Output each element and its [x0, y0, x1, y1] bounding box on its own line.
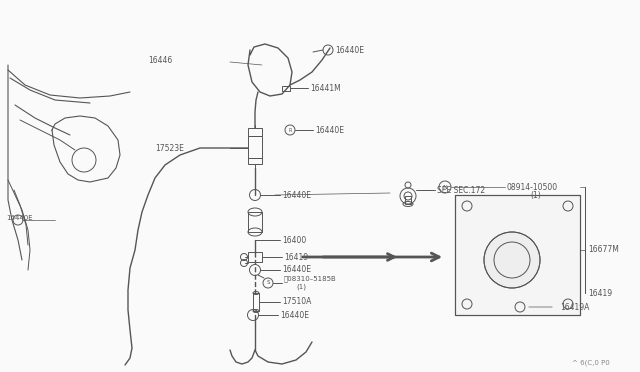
- Bar: [282, 86, 290, 91]
- Text: (1): (1): [530, 190, 541, 199]
- Text: 16419A: 16419A: [560, 302, 589, 311]
- Circle shape: [484, 232, 540, 288]
- Bar: [248, 252, 262, 262]
- Text: 16440E: 16440E: [282, 190, 311, 199]
- Text: N: N: [443, 185, 447, 189]
- Text: Ⓝ08310–5185B: Ⓝ08310–5185B: [284, 276, 337, 282]
- Bar: [455, 195, 580, 315]
- Text: 16419: 16419: [284, 253, 308, 262]
- Bar: [253, 293, 259, 311]
- Text: 16440E: 16440E: [335, 45, 364, 55]
- Text: 16440E: 16440E: [282, 266, 311, 275]
- Bar: [405, 196, 411, 204]
- Bar: [248, 136, 262, 158]
- Text: 16446: 16446: [148, 55, 172, 64]
- Bar: [248, 128, 262, 136]
- Bar: [248, 158, 262, 164]
- Text: 17510A: 17510A: [282, 298, 312, 307]
- Text: 16677M: 16677M: [588, 246, 619, 254]
- Text: 16440E: 16440E: [280, 311, 309, 320]
- Text: 16419: 16419: [588, 289, 612, 298]
- Text: 08914-10500: 08914-10500: [507, 183, 558, 192]
- Text: SEE SEC.172: SEE SEC.172: [437, 186, 485, 195]
- Text: R: R: [288, 128, 292, 132]
- Text: 16400: 16400: [282, 235, 307, 244]
- Text: 16441M: 16441M: [310, 83, 340, 93]
- Bar: [248, 212, 262, 232]
- Bar: [455, 195, 580, 315]
- Text: (1): (1): [296, 284, 306, 290]
- Text: ^ 6(C,0 P0: ^ 6(C,0 P0: [572, 360, 610, 366]
- Text: 16440E: 16440E: [6, 215, 33, 221]
- Text: 17523E: 17523E: [155, 144, 184, 153]
- Text: 16440E: 16440E: [315, 125, 344, 135]
- Text: S: S: [266, 280, 269, 285]
